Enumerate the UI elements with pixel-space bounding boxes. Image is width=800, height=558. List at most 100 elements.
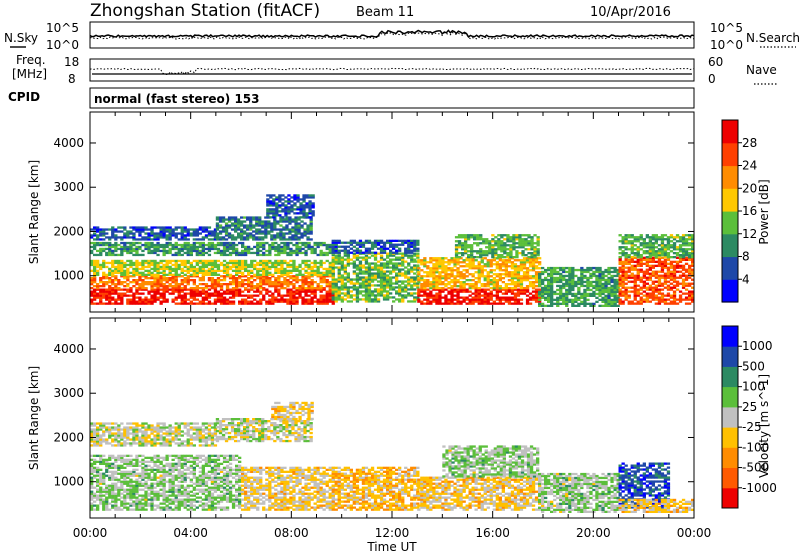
power-cell	[211, 303, 214, 305]
power-cell	[526, 279, 529, 281]
power-cell	[614, 267, 617, 269]
power-cell	[398, 292, 401, 294]
power-cell	[99, 277, 102, 279]
power-cell	[521, 250, 524, 252]
power-cell	[622, 283, 625, 285]
power-cell	[255, 238, 258, 240]
power-cell	[487, 289, 490, 291]
power-cell	[432, 263, 435, 265]
power-cell	[658, 293, 661, 295]
power-cell	[274, 281, 277, 283]
power-cell	[184, 252, 187, 254]
power-cell	[377, 248, 380, 250]
power-cell	[423, 271, 426, 273]
power-cell	[178, 226, 181, 228]
power-cell	[231, 236, 234, 238]
power-cell	[295, 250, 298, 252]
power-cell	[283, 283, 286, 285]
power-cell	[520, 285, 523, 287]
power-cell	[568, 279, 571, 281]
power-cell	[467, 250, 470, 252]
power-cell	[426, 297, 429, 299]
power-cell	[238, 283, 241, 285]
power-cell	[664, 256, 667, 258]
power-cell	[314, 250, 317, 252]
power-cell	[129, 295, 132, 297]
power-heatmap-cells	[90, 194, 694, 307]
power-cell	[685, 269, 688, 271]
power-cell	[456, 279, 459, 281]
power-cell	[511, 267, 514, 269]
power-cell	[350, 282, 353, 284]
power-cell	[253, 252, 256, 254]
power-cell	[512, 236, 515, 238]
power-cell	[661, 242, 664, 244]
power-cell	[371, 278, 374, 280]
power-cell	[329, 285, 332, 287]
power-cell	[649, 261, 652, 263]
power-cell	[153, 252, 156, 254]
power-cell	[264, 222, 267, 224]
power-cell	[432, 275, 435, 277]
power-cell	[214, 285, 217, 287]
power-cell	[232, 266, 235, 268]
power-cell	[444, 279, 447, 281]
power-cell	[283, 279, 286, 281]
power-cell	[463, 265, 466, 267]
power-cell	[493, 287, 496, 289]
power-cell	[673, 261, 676, 263]
power-cell	[634, 281, 637, 283]
power-cell	[479, 250, 482, 252]
power-cell	[292, 301, 295, 303]
power-cell	[529, 283, 532, 285]
power-cell	[156, 254, 159, 256]
power-cell	[453, 265, 456, 267]
power-cell	[172, 264, 175, 266]
power-cell	[619, 285, 622, 287]
power-cell	[537, 254, 540, 256]
power-cell	[235, 293, 238, 295]
power-cell	[301, 244, 304, 246]
power-cell	[132, 272, 135, 274]
power-cell	[676, 277, 679, 279]
power-cell	[619, 301, 622, 303]
power-cell	[290, 200, 293, 202]
power-cell	[450, 293, 453, 295]
power-cell	[280, 264, 283, 266]
power-cell	[283, 268, 286, 270]
power-cell	[172, 232, 175, 234]
power-cell	[193, 266, 196, 268]
power-cell	[238, 275, 241, 277]
power-cell	[562, 267, 565, 269]
power-cell	[426, 295, 429, 297]
power-cell	[520, 281, 523, 283]
power-cell	[622, 236, 625, 238]
power-cell	[102, 266, 105, 268]
power-cell	[271, 248, 274, 250]
power-cell	[667, 287, 670, 289]
power-cell	[338, 276, 341, 278]
power-cell	[386, 286, 389, 288]
power-cell	[491, 250, 494, 252]
power-cell	[467, 256, 470, 258]
power-cell	[285, 226, 288, 228]
power-cell	[105, 303, 108, 305]
power-cell	[280, 301, 283, 303]
power-cell	[99, 248, 102, 250]
power-cell	[114, 287, 117, 289]
power-cell	[535, 291, 538, 293]
power-cell	[160, 293, 163, 295]
power-cell	[547, 267, 550, 269]
power-cell	[673, 271, 676, 273]
power-cell	[401, 282, 404, 284]
power-cell	[287, 206, 290, 208]
power-cell	[138, 246, 141, 248]
power-cell	[169, 236, 172, 238]
power-cell	[640, 242, 643, 244]
power-cell	[487, 259, 490, 261]
power-cell	[262, 244, 265, 246]
power-cell	[163, 252, 166, 254]
power-cell	[338, 294, 341, 296]
power-cell	[622, 275, 625, 277]
